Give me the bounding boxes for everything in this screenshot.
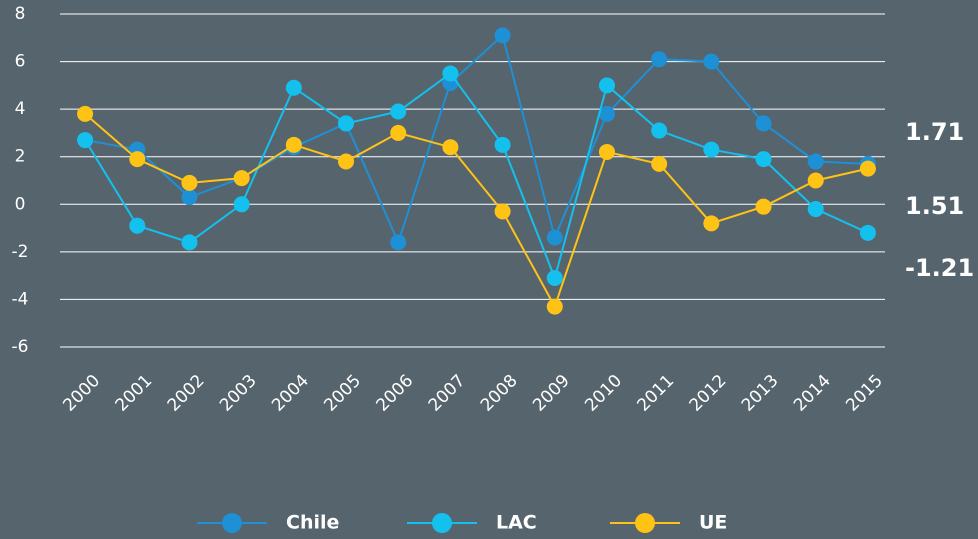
y-tick-label: -4 [12, 289, 29, 309]
data-point [390, 124, 407, 141]
data-point [807, 201, 824, 218]
legend-label: UE [699, 512, 727, 534]
data-point [598, 143, 615, 160]
data-point [442, 65, 459, 82]
data-point [859, 224, 876, 241]
data-point [598, 77, 615, 94]
x-tick-label: 2013 [738, 371, 783, 416]
data-point [703, 141, 720, 158]
data-point [233, 170, 250, 187]
data-point [598, 105, 615, 122]
data-point [338, 115, 355, 132]
x-tick-label: 2001 [112, 371, 157, 416]
x-tick-label: 2003 [216, 371, 261, 416]
x-tick-label: 2008 [477, 371, 522, 416]
data-point [494, 136, 511, 153]
x-tick-label: 2011 [633, 371, 678, 416]
x-tick-label: 2006 [373, 371, 418, 416]
data-point [285, 136, 302, 153]
data-point [338, 153, 355, 170]
data-point [807, 172, 824, 189]
data-point [807, 153, 824, 170]
data-point [285, 79, 302, 96]
data-point [233, 196, 250, 213]
data-point [181, 234, 198, 251]
series-line [84, 33, 868, 246]
legend-marker [222, 513, 242, 533]
y-tick-label: 4 [15, 99, 26, 119]
data-point [755, 115, 772, 132]
data-point [494, 27, 511, 44]
series-line [84, 113, 869, 310]
y-tick-label: -6 [12, 337, 29, 357]
x-tick-label: 2015 [842, 371, 887, 416]
data-point [651, 155, 668, 172]
x-tick-label: 2000 [59, 371, 104, 416]
y-tick-label: 6 [15, 52, 26, 72]
x-tick-label: 2010 [581, 371, 626, 416]
data-point [755, 151, 772, 168]
data-point [390, 103, 407, 120]
data-point [755, 198, 772, 215]
x-tick-label: 2004 [268, 371, 313, 416]
data-point [181, 174, 198, 191]
data-point [651, 122, 668, 139]
data-point [546, 270, 563, 287]
annotation: 1.51 [905, 192, 964, 220]
legend-label: LAC [496, 512, 537, 534]
x-tick-label: 2014 [790, 371, 835, 416]
annotation: -1.21 [905, 254, 974, 282]
data-point [129, 217, 146, 234]
x-tick-label: 2007 [425, 371, 470, 416]
y-tick-label: 2 [15, 147, 26, 167]
data-point [181, 189, 198, 206]
legend-label: Chile [286, 512, 339, 534]
data-point [651, 51, 668, 68]
legend-marker [635, 513, 655, 533]
x-tick-label: 2005 [320, 371, 365, 416]
data-point [703, 53, 720, 70]
data-point [442, 139, 459, 156]
data-point [77, 132, 94, 149]
data-point [546, 298, 563, 315]
y-tick-label: 0 [15, 194, 26, 214]
data-point [77, 105, 94, 122]
data-point [390, 234, 407, 251]
x-tick-label: 2012 [686, 371, 731, 416]
annotation: 1.71 [905, 118, 964, 146]
y-tick-label: -2 [12, 242, 29, 262]
x-tick-label: 2009 [529, 371, 574, 416]
data-point [494, 203, 511, 220]
y-tick-label: 8 [15, 4, 26, 24]
x-tick-label: 2002 [164, 371, 209, 416]
series-line [84, 72, 869, 282]
data-point [859, 160, 876, 177]
data-point [703, 215, 720, 232]
data-point [546, 229, 563, 246]
data-point [129, 151, 146, 168]
legend-marker [432, 513, 452, 533]
